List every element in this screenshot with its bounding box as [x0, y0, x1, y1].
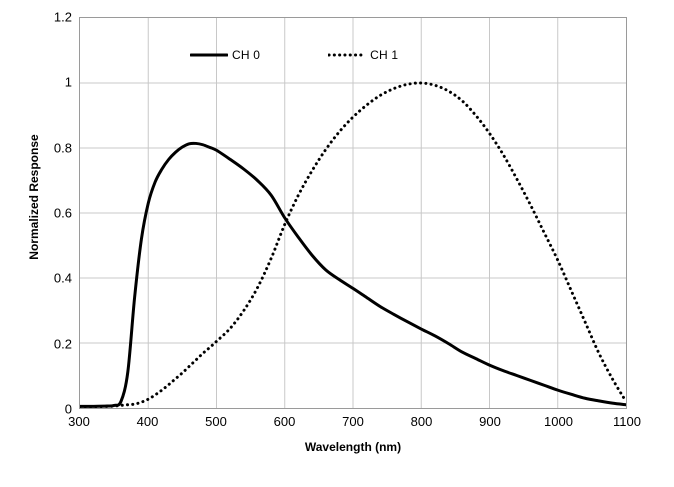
y-tick-label: 0.6 — [53, 205, 72, 221]
series-line-ch-1 — [80, 81, 626, 408]
y-tick-label: 1.2 — [53, 9, 72, 25]
x-tick-label: 900 — [479, 414, 501, 429]
x-axis-tick-labels: 300 400 500 600 700 800 900 1000 1100 — [68, 414, 641, 434]
x-tick-label: 500 — [205, 414, 227, 429]
x-tick-label: 1000 — [544, 414, 573, 429]
x-tick-label: 700 — [342, 414, 364, 429]
series-line-ch-0 — [80, 141, 626, 408]
y-tick-label: 0.8 — [53, 140, 72, 156]
x-tick-label: 300 — [68, 414, 90, 429]
y-tick-label: 0 — [64, 401, 72, 417]
y-tick-label: 0.2 — [53, 336, 72, 352]
y-axis-title: Normalized Response — [27, 134, 41, 260]
x-tick-label: 800 — [410, 414, 433, 429]
plot-canvas — [80, 18, 626, 408]
x-tick-label: 600 — [273, 414, 296, 429]
y-tick-label: 1 — [64, 74, 72, 90]
x-tick-label: 1100 — [613, 414, 641, 429]
x-axis-title: Wavelength (nm) — [304, 440, 402, 454]
x-tick-label: 400 — [136, 414, 159, 429]
y-axis-tick-labels: 0 0.2 0.4 0.6 0.8 1 1.2 — [0, 11, 72, 416]
plot-area — [79, 17, 627, 409]
y-tick-label: 0.4 — [53, 270, 72, 286]
